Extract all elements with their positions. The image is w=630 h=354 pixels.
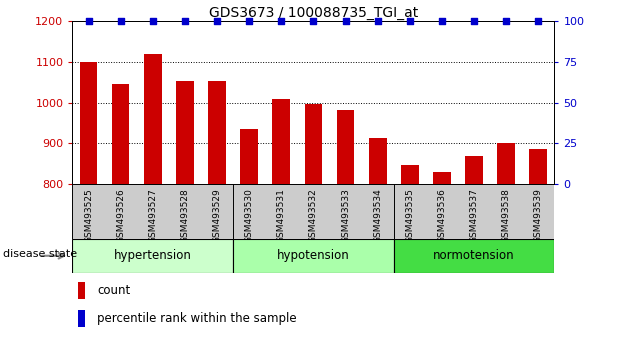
Text: GSM493531: GSM493531 xyxy=(277,188,286,243)
Point xyxy=(340,18,350,24)
Bar xyxy=(208,81,226,184)
Point xyxy=(147,18,158,24)
Bar xyxy=(112,84,130,184)
Point xyxy=(372,18,382,24)
Bar xyxy=(240,129,258,184)
Point xyxy=(533,18,543,24)
Bar xyxy=(233,239,394,273)
Bar xyxy=(369,138,387,184)
Bar xyxy=(336,110,355,184)
Text: GSM493533: GSM493533 xyxy=(341,188,350,243)
Text: GSM493539: GSM493539 xyxy=(534,188,543,243)
Text: percentile rank within the sample: percentile rank within the sample xyxy=(97,312,297,325)
Title: GDS3673 / 100088735_TGI_at: GDS3673 / 100088735_TGI_at xyxy=(209,6,418,20)
Text: GSM493528: GSM493528 xyxy=(180,188,190,243)
Point xyxy=(244,18,254,24)
Point xyxy=(308,18,318,24)
Text: normotension: normotension xyxy=(433,249,515,262)
Bar xyxy=(79,62,98,184)
Text: GSM493525: GSM493525 xyxy=(84,188,93,243)
Bar xyxy=(78,310,86,327)
Bar xyxy=(465,156,483,184)
Bar xyxy=(272,98,290,184)
Point xyxy=(501,18,511,24)
Point xyxy=(276,18,286,24)
Point xyxy=(437,18,447,24)
Point xyxy=(83,18,94,24)
Point xyxy=(116,18,126,24)
Bar xyxy=(401,165,419,184)
Point xyxy=(404,18,415,24)
Bar xyxy=(394,239,554,273)
Bar xyxy=(497,143,515,184)
Text: GSM493527: GSM493527 xyxy=(148,188,158,243)
Point xyxy=(469,18,479,24)
Text: GSM493529: GSM493529 xyxy=(212,188,222,243)
Text: GSM493532: GSM493532 xyxy=(309,188,318,243)
Bar xyxy=(529,149,547,184)
Text: GSM493537: GSM493537 xyxy=(469,188,479,243)
Text: GSM493534: GSM493534 xyxy=(373,188,382,243)
Bar xyxy=(144,54,162,184)
Bar xyxy=(176,81,194,184)
Text: hypertension: hypertension xyxy=(114,249,192,262)
Text: GSM493530: GSM493530 xyxy=(244,188,254,243)
Text: GSM493538: GSM493538 xyxy=(501,188,511,243)
Text: count: count xyxy=(97,284,130,297)
Text: hypotension: hypotension xyxy=(277,249,350,262)
Bar xyxy=(433,172,451,184)
Bar xyxy=(78,282,86,299)
Bar xyxy=(304,104,323,184)
Point xyxy=(180,18,190,24)
Text: GSM493536: GSM493536 xyxy=(437,188,447,243)
Bar xyxy=(72,239,233,273)
Text: disease state: disease state xyxy=(3,249,77,259)
Point xyxy=(212,18,222,24)
Text: GSM493526: GSM493526 xyxy=(116,188,125,243)
Text: GSM493535: GSM493535 xyxy=(405,188,415,243)
